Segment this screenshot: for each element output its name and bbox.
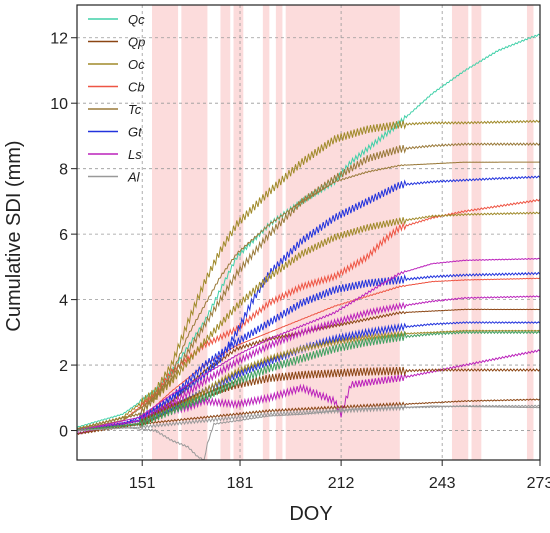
- legend-label-gt: Gt: [128, 125, 143, 140]
- series-line-unlabeled-19: [76, 403, 541, 432]
- y-axis-label: Cumulative SDI (mm): [3, 140, 25, 331]
- x-tick-label-243: 243: [429, 475, 456, 492]
- legend-label-tc: Tc: [128, 102, 142, 117]
- legend-label-qp: Qp: [128, 35, 145, 50]
- plot-border: [76, 4, 541, 461]
- x-tick-label-151: 151: [129, 475, 156, 492]
- series-line-unlabeled-14: [76, 295, 541, 432]
- series-line-unlabeled-16: [76, 398, 541, 432]
- y-tick-label-6: 6: [59, 227, 68, 244]
- y-tick-label-8: 8: [59, 162, 68, 179]
- series-line-unlabeled-18: [76, 330, 541, 432]
- shaded-periods: [151, 5, 534, 460]
- x-tick-label-273: 273: [527, 475, 550, 492]
- legend-label-al: Al: [127, 170, 141, 185]
- legend-label-ls: Ls: [128, 147, 142, 162]
- legend-label-qc: Qc: [128, 12, 145, 27]
- legend-label-cb: Cb: [128, 80, 145, 95]
- shaded-period-3: [220, 5, 231, 460]
- shaded-period-8: [451, 5, 469, 460]
- shaded-period-7: [285, 5, 400, 460]
- legend-label-oc: Oc: [128, 57, 145, 72]
- shaded-period-6: [275, 5, 283, 460]
- shaded-period-9: [471, 5, 482, 460]
- shaded-period-4: [233, 5, 244, 460]
- series-line-unlabeled-12: [76, 271, 541, 432]
- series-lines: [76, 33, 541, 461]
- series-line-unlabeled-9: [76, 142, 541, 430]
- y-tick-label-4: 4: [59, 293, 68, 310]
- x-tick-label-181: 181: [227, 475, 254, 492]
- axis-ticks: 151 181 212 243 273 0 2 4 6 8 10 12: [50, 31, 550, 492]
- x-tick-label-212: 212: [328, 475, 355, 492]
- legend: Qc Qp Oc Cb Tc Gt Ls Al: [88, 12, 145, 185]
- y-tick-label-12: 12: [50, 31, 68, 48]
- series-line-oc: [76, 119, 541, 431]
- series-line-unlabeled-13: [76, 257, 541, 431]
- y-tick-label-2: 2: [59, 358, 68, 375]
- plot-frame: [76, 4, 541, 461]
- y-tick-label-10: 10: [50, 96, 68, 113]
- shaded-period-10: [526, 5, 534, 460]
- shaded-period-5: [262, 5, 270, 460]
- x-axis-label: DOY: [289, 503, 332, 525]
- y-tick-label-0: 0: [59, 424, 68, 441]
